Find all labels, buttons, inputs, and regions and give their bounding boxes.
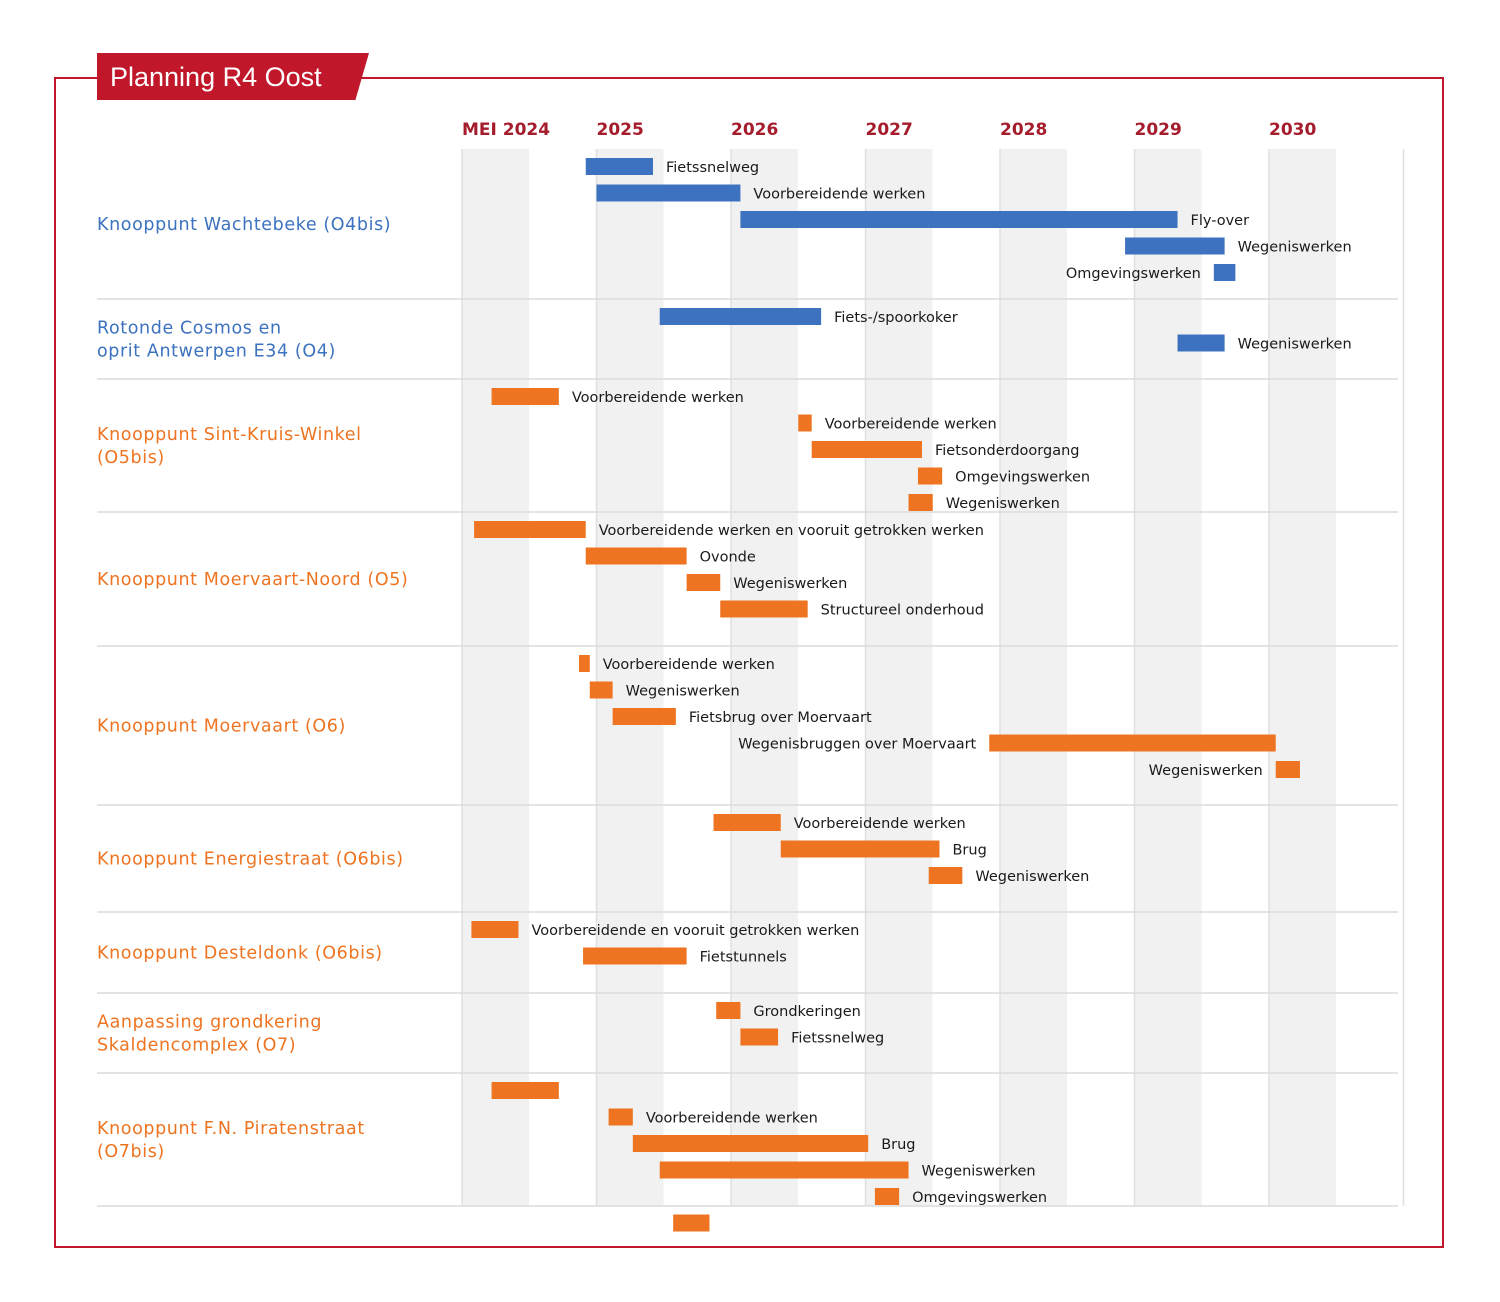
task-label: Grondkeringen [753, 1004, 860, 1020]
task-label: Fietsonderdoorgang [935, 443, 1080, 459]
group-label: Skaldencomplex (O7) [97, 1036, 296, 1056]
gantt-bar [585, 547, 687, 565]
task-label: Voorbereidende werken [753, 187, 925, 203]
year-band [596, 149, 664, 1206]
group-label: Knooppunt Energiestraat (O6bis) [97, 850, 404, 870]
gantt-bar [589, 681, 613, 699]
gantt-bar [917, 467, 943, 485]
year-band [462, 149, 529, 1206]
task-label: Omgevingswerken [1066, 266, 1201, 282]
group-label: Aanpassing grondkering [97, 1013, 322, 1033]
year-label: 2030 [1269, 120, 1316, 140]
gantt-bar [716, 1002, 741, 1019]
gantt-bar [583, 947, 687, 965]
gantt-bar [740, 1028, 779, 1046]
task-label: Voorbereidende werken en vooruit getrokk… [599, 523, 984, 539]
year-band [865, 149, 933, 1206]
task-label: Brug [952, 843, 986, 859]
task-label: Omgevingswerken [912, 1190, 1047, 1206]
task-label: Wegeniswerken [975, 869, 1089, 885]
gantt-bar [928, 867, 963, 884]
gantt-bar [1213, 264, 1236, 281]
task-label: Wegeniswerken [946, 496, 1060, 512]
task-label: Voorbereidende werken [603, 657, 775, 673]
group-label: Knooppunt Wachtebeke (O4bis) [97, 215, 391, 235]
task-label: Brug [881, 1137, 915, 1153]
year-label: 2026 [731, 120, 778, 140]
task-label: Omgevingswerken [955, 470, 1090, 486]
gantt-bar [686, 574, 721, 591]
task-label: Voorbereidende werken [825, 417, 997, 433]
gantt-bar [612, 708, 676, 725]
gantt-bar [989, 734, 1276, 752]
group-label: oprit Antwerpen E34 (O4) [97, 342, 336, 362]
gantt-bar [659, 308, 822, 325]
task-label: Ovonde [700, 550, 756, 566]
task-label: Voorbereidende en vooruit getrokken werk… [531, 923, 859, 939]
gantt-bar [659, 1161, 909, 1179]
gantt-bar [596, 184, 741, 202]
gantt-bar [713, 814, 781, 831]
gantt-bar [811, 441, 922, 458]
gantt-bar [740, 211, 1178, 228]
gantt-bar [1125, 237, 1225, 255]
group-label: Knooppunt Moervaart (O6) [97, 717, 346, 737]
gantt-bar [798, 414, 812, 432]
gantt-bar [585, 158, 653, 175]
gantt-bar [673, 1214, 710, 1232]
group-label: Knooppunt Moervaart-Noord (O5) [97, 570, 408, 590]
year-label: 2027 [866, 120, 913, 140]
gantt-bar [720, 600, 808, 618]
task-label: Fiets-/spoorkoker [834, 310, 958, 326]
task-label: Fietstunnels [700, 950, 787, 966]
gantt-bar [579, 655, 590, 672]
year-label: MEI 2024 [462, 120, 550, 140]
year-label: 2025 [597, 120, 644, 140]
chart-title: Planning R4 Oost [110, 62, 322, 92]
task-label: Voorbereidende werken [794, 816, 966, 832]
group-label: (O7bis) [97, 1142, 165, 1162]
task-label: Wegeniswerken [733, 576, 847, 592]
task-label: Wegeniswerken [922, 1164, 1036, 1180]
year-band [1269, 149, 1336, 1206]
gantt-bar [1275, 761, 1300, 778]
task-label: Voorbereidende werken [646, 1111, 818, 1127]
task-label: Wegeniswerken [1149, 763, 1263, 779]
gantt-bar [491, 1082, 559, 1099]
task-label: Fly-over [1191, 213, 1250, 229]
year-label: 2029 [1135, 120, 1182, 140]
title-banner [97, 53, 369, 100]
group-label: Rotonde Cosmos en [97, 319, 282, 339]
task-label: Wegeniswerken [626, 684, 740, 700]
task-label: Wegeniswerken [1238, 240, 1352, 256]
group-label: Knooppunt Sint-Kruis-Winkel [97, 425, 362, 445]
gantt-bar [780, 840, 940, 858]
task-label: Fietssnelweg [791, 1031, 884, 1047]
task-label: Fietssnelweg [666, 160, 759, 176]
task-label: Wegeniswerken [1238, 337, 1352, 353]
gantt-bar [491, 388, 559, 405]
group-label: (O5bis) [97, 448, 165, 468]
year-label: 2028 [1000, 120, 1047, 140]
gantt-bar [474, 521, 586, 538]
task-label: Structureel onderhoud [821, 603, 984, 619]
year-band [731, 149, 798, 1206]
group-label: Knooppunt F.N. Piratenstraat [97, 1119, 365, 1139]
year-band [1000, 149, 1067, 1206]
year-band [1134, 149, 1202, 1206]
task-label: Fietsbrug over Moervaart [689, 710, 872, 726]
gantt-bar [632, 1135, 869, 1152]
gantt-bar [874, 1188, 900, 1205]
gantt-bar [471, 921, 519, 938]
task-label: Voorbereidende werken [572, 390, 744, 406]
group-label: Knooppunt Desteldonk (O6bis) [97, 944, 383, 964]
chart-frame [54, 77, 1444, 1248]
gantt-bar [908, 494, 933, 511]
gantt-bar [608, 1108, 633, 1126]
gantt-bar [1177, 334, 1225, 352]
task-label: Wegenisbruggen over Moervaart [738, 737, 976, 753]
